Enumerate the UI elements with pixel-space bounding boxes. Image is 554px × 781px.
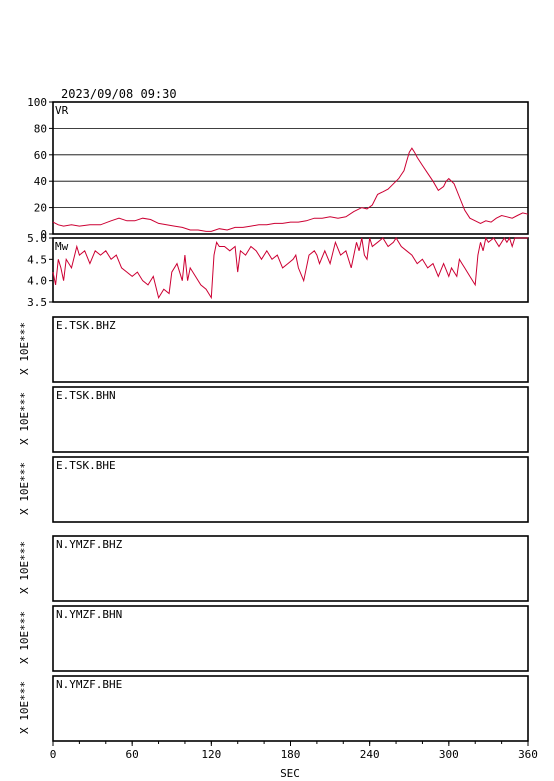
vr-ytick-label: 100 <box>27 96 47 109</box>
vr-ytick-label: 80 <box>34 122 47 135</box>
vr-panel: VR 0 20 40 60 80 100 <box>27 96 529 241</box>
mw-ytick-label: 3.5 <box>27 296 47 309</box>
vr-series-line <box>52 147 529 232</box>
waveform-scale-label: X 10E*** <box>18 681 31 734</box>
x-tick-label: 300 <box>439 748 459 761</box>
waveform-panel-e-tsk-bhn: E.TSK.BHN X 10E*** <box>18 386 529 453</box>
waveform-frame <box>52 605 529 672</box>
mw-ytick-label: 4.0 <box>27 275 47 288</box>
x-axis-label: SEC <box>280 767 300 780</box>
vr-ytick-label: 40 <box>34 175 47 188</box>
waveform-label: E.TSK.BHZ <box>56 319 116 332</box>
vr-ytick-label: 0 <box>40 228 47 241</box>
waveform-panel-e-tsk-bhz: E.TSK.BHZ X 10E*** <box>18 316 529 383</box>
waveform-frame <box>52 675 529 742</box>
vr-panel-frame <box>52 101 529 235</box>
waveform-frame <box>52 535 529 602</box>
x-tick-label: 180 <box>281 748 301 761</box>
waveform-label: E.TSK.BHN <box>56 389 116 402</box>
waveform-frame <box>52 456 529 523</box>
waveform-frame <box>52 316 529 383</box>
x-tick-label: 240 <box>360 748 380 761</box>
waveform-panel-n-ymzf-bhe: N.YMZF.BHE X 10E*** <box>18 675 529 742</box>
mw-panel-label: Mw <box>55 240 69 253</box>
mw-ytick-label: 4.5 <box>27 253 47 266</box>
waveform-panel-e-tsk-bhe: E.TSK.BHE X 10E*** <box>18 456 529 523</box>
waveform-panels: E.TSK.BHZ X 10E*** E.TSK.BHN X 10E*** E.… <box>18 316 529 742</box>
x-tick-label: 360 <box>518 748 538 761</box>
vr-ytick-label: 60 <box>34 149 47 162</box>
waveform-scale-label: X 10E*** <box>18 462 31 515</box>
waveform-scale-label: X 10E*** <box>18 611 31 664</box>
waveform-label: N.YMZF.BHN <box>56 608 122 621</box>
x-tick-label: 0 <box>50 748 57 761</box>
waveform-scale-label: X 10E*** <box>18 541 31 594</box>
mw-panel: Mw 3.5 4.0 4.5 5.0 <box>27 232 529 309</box>
x-axis: 0 60 120 180 240 300 360 <box>50 741 538 761</box>
mw-ytick-label: 5.0 <box>27 232 47 245</box>
waveform-frame <box>52 386 529 453</box>
waveform-scale-label: X 10E*** <box>18 322 31 375</box>
vr-ytick-label: 20 <box>34 202 47 215</box>
waveform-panel-n-ymzf-bhz: N.YMZF.BHZ X 10E*** <box>18 535 529 602</box>
x-tick-label: 60 <box>126 748 139 761</box>
waveform-label: N.YMZF.BHZ <box>56 538 123 551</box>
waveform-label: E.TSK.BHE <box>56 459 116 472</box>
waveform-label: N.YMZF.BHE <box>56 678 122 691</box>
vr-panel-label: VR <box>55 104 69 117</box>
header-datetime: 2023/09/08 09:30 <box>61 87 177 101</box>
waveform-scale-label: X 10E*** <box>18 392 31 445</box>
x-tick-label: 120 <box>201 748 221 761</box>
mw-series-line <box>52 236 528 300</box>
mw-panel-frame <box>52 237 529 303</box>
waveform-panel-n-ymzf-bhn: N.YMZF.BHN X 10E*** <box>18 605 529 672</box>
